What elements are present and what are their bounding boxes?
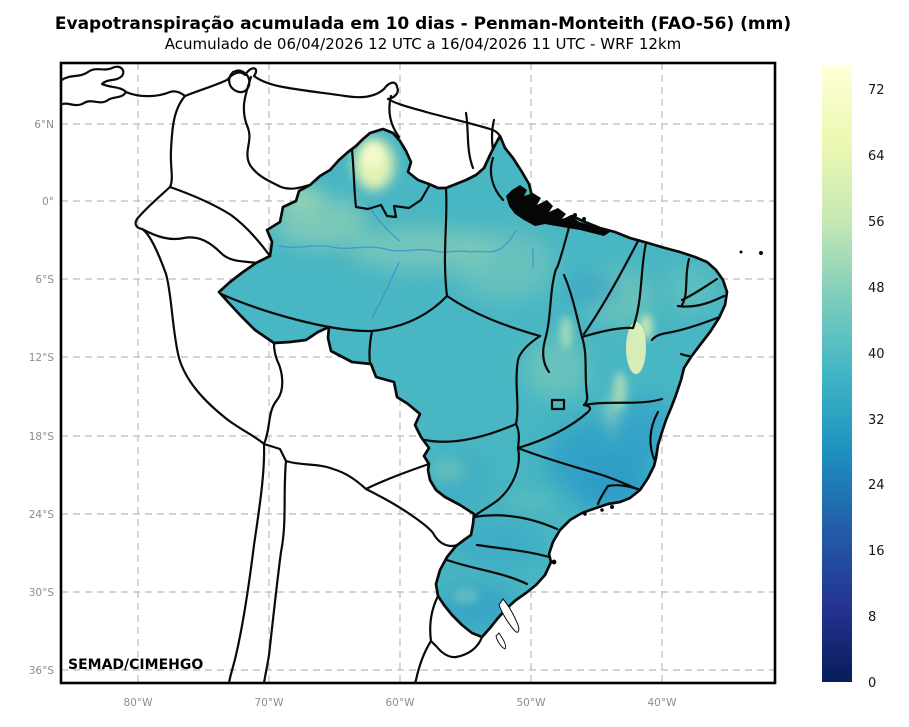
coastal-island-dot	[551, 559, 557, 565]
country-borders	[61, 65, 502, 683]
state-border-goias-ms	[514, 422, 520, 450]
state-border-goias-minas	[516, 403, 592, 450]
peru-bolivia-border	[262, 341, 284, 446]
state-border-bahia-minas	[582, 397, 664, 407]
state-border-santacatarina-riograndedosul	[445, 558, 529, 586]
coastal-island-dot	[600, 508, 604, 512]
lat-tick-label: 0°	[42, 196, 54, 208]
state-border-tocantins-west	[542, 267, 558, 374]
lon-tick-label: 50°W	[517, 697, 547, 709]
state-border-paraiba-pernambuco	[676, 294, 726, 308]
lagoa-dos-patos	[498, 598, 520, 633]
state-border-bahia-west	[580, 335, 589, 407]
state-border-maranhao-piaui	[582, 239, 640, 336]
state-border-minas-espiritosanto	[649, 410, 660, 463]
lat-tick-label: 6°S	[35, 274, 54, 286]
rio-de-la-plata-south-shore	[413, 639, 433, 683]
state-border-acre-rondonia	[219, 292, 374, 333]
state-border-rn-paraiba	[680, 277, 719, 302]
fernando-de-noronha-dot	[759, 251, 763, 255]
state-border-ceara-riograndedonorte	[680, 257, 691, 307]
state-border-saopaulo-parana	[472, 514, 559, 531]
colorbar-tick-label: 8	[868, 610, 876, 625]
venezuela-guyana-border	[388, 94, 401, 139]
state-border-amazonas-matogrosso	[370, 294, 449, 333]
state-border-amazonas-para	[443, 187, 449, 298]
colorbar-tick-label: 72	[868, 83, 885, 98]
state-border-piaui-ceara	[631, 241, 648, 330]
page-subtitle: Acumulado de 06/04/2026 12 UTC a 16/04/2…	[165, 35, 682, 53]
guyana-suriname-border	[464, 111, 475, 170]
state-border-amapa	[489, 156, 505, 202]
state-border-roraima	[350, 148, 431, 219]
brazil-outline	[217, 127, 729, 639]
coastal-island-dot	[610, 505, 614, 509]
state-border-parana-santacatarina	[475, 543, 551, 559]
lat-tick-label: 12°S	[29, 352, 55, 364]
colorbar-tick-label: 0	[868, 676, 876, 691]
credit-label: SEMAD/CIMEHGO	[68, 657, 203, 673]
colombia-venezuela-border	[242, 75, 312, 190]
lon-tick-label: 70°W	[255, 697, 285, 709]
caribbean-atlantic-coast	[183, 67, 502, 138]
colorbar-tick-label: 64	[868, 149, 885, 164]
state-border-matogrosso-goias	[514, 334, 542, 426]
colorbar-tick-label: 16	[868, 544, 885, 559]
uruguay-south-coast	[429, 635, 484, 659]
state-border-para-matogrosso	[445, 294, 542, 338]
amazon-mouth-islands	[506, 185, 610, 236]
lat-tick-label: 36°S	[29, 665, 55, 677]
state-border-matogrosso-ms	[423, 422, 518, 443]
lat-tick-label: 24°S	[29, 509, 55, 521]
state-border-minas-rio	[596, 484, 642, 506]
colorbar-labels: 72 64 56 48 40 32 24 16 8 0	[868, 83, 885, 691]
colorbar-tick-label: 24	[868, 478, 885, 493]
colorbar-tick-label: 48	[868, 281, 885, 296]
bolivia-argentina-border	[284, 459, 368, 491]
map-plot	[59, 61, 777, 685]
colorbar-tick-label: 32	[868, 413, 885, 428]
lat-tick-label: 18°S	[29, 431, 55, 443]
colorbar-gradient	[822, 65, 852, 682]
state-border-tocantins-east	[562, 273, 584, 339]
page-title: Evapotranspiração acumulada em 10 dias -…	[55, 14, 791, 34]
lagoa-mirim	[495, 632, 506, 650]
colorbar-tick-label: 56	[868, 215, 885, 230]
coastal-island-dot	[573, 213, 577, 217]
state-border-ms-saopaulo	[472, 446, 520, 519]
lon-tick-label: 80°W	[124, 697, 154, 709]
lon-tick-label: 40°W	[648, 697, 678, 709]
state-border-distrito-federal	[550, 398, 566, 411]
atol-das-rocas-dot	[739, 250, 743, 254]
state-border-bahia-piaui	[580, 326, 635, 339]
colorbar: 72 64 56 48 40 32 24 16 8 0	[822, 65, 885, 691]
lat-axis: 6°N 0° 6°S 12°S 18°S 24°S 30°S 36°S	[29, 119, 55, 677]
state-borders	[219, 148, 726, 586]
colombia-north-coast	[124, 90, 187, 98]
lon-axis: 80°W 70°W 60°W 50°W 40°W	[124, 697, 678, 709]
chile-argentina-border	[262, 442, 288, 683]
state-border-pernambuco-bahia	[650, 314, 724, 342]
bolivia-paraguay-border	[364, 462, 431, 491]
colorbar-tick-label: 40	[868, 347, 885, 362]
colombia-ecuador-border	[168, 185, 272, 258]
brazil-region	[217, 127, 729, 639]
coastal-island-dot	[583, 512, 587, 516]
lat-tick-label: 6°N	[34, 119, 54, 131]
uruguay-argentina-border	[429, 594, 440, 643]
lat-tick-label: 30°S	[29, 587, 55, 599]
brazil-base-fill	[219, 129, 727, 637]
panama-isthmus-coast	[61, 65, 128, 107]
lon-tick-label: 60°W	[386, 697, 416, 709]
map-frame	[59, 61, 777, 685]
coastal-island-dot	[582, 217, 586, 221]
